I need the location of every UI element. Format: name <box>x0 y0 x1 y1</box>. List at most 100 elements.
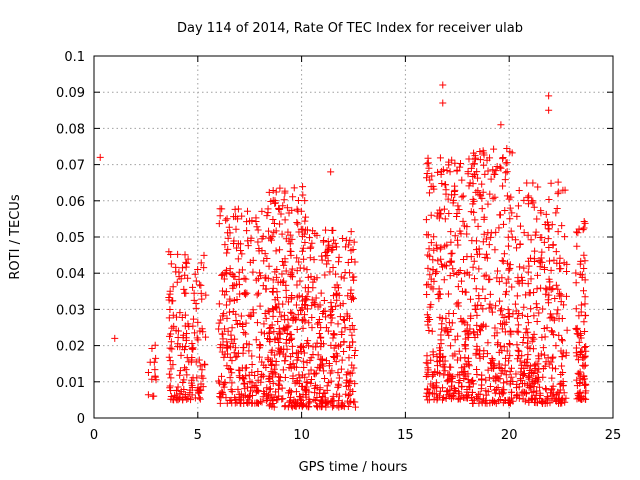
data-point <box>217 316 225 324</box>
data-point <box>222 301 230 309</box>
data-point <box>545 225 553 233</box>
data-point <box>573 376 581 384</box>
data-point <box>248 368 256 376</box>
data-point <box>521 359 529 367</box>
data-point <box>199 328 207 336</box>
data-point <box>165 353 173 361</box>
data-point <box>437 210 445 218</box>
data-point <box>491 193 499 201</box>
data-point <box>477 385 485 393</box>
data-point <box>516 263 524 271</box>
data-point <box>437 243 445 251</box>
data-point <box>329 392 337 400</box>
data-point <box>518 276 526 284</box>
data-point <box>451 336 459 344</box>
data-point <box>293 377 301 385</box>
data-point <box>350 295 358 303</box>
data-point <box>508 364 516 372</box>
data-point <box>185 358 193 366</box>
data-point <box>334 383 342 391</box>
data-point <box>169 361 177 369</box>
data-point <box>225 364 233 372</box>
data-point <box>481 170 489 178</box>
data-point <box>545 106 553 114</box>
data-point <box>265 227 273 235</box>
data-point <box>197 289 205 297</box>
data-point <box>574 390 582 398</box>
data-point <box>223 399 231 407</box>
data-point <box>493 274 501 282</box>
data-point <box>429 266 437 274</box>
data-point <box>549 382 557 390</box>
data-point <box>228 324 236 332</box>
data-point <box>516 241 524 249</box>
data-point <box>235 366 243 374</box>
data-point <box>555 389 563 397</box>
data-point <box>268 233 276 241</box>
data-point <box>551 295 559 303</box>
data-point <box>430 233 438 241</box>
data-point <box>277 313 285 321</box>
data-point <box>287 364 295 372</box>
data-point <box>318 402 326 410</box>
data-point <box>579 376 587 384</box>
data-point <box>429 256 437 264</box>
data-point <box>473 168 481 176</box>
data-point <box>461 270 469 278</box>
data-point <box>299 324 307 332</box>
data-point <box>271 268 279 276</box>
data-point <box>557 291 565 299</box>
data-point <box>447 382 455 390</box>
data-points <box>96 81 590 411</box>
data-point <box>520 264 528 272</box>
data-point <box>320 367 328 375</box>
data-point <box>256 269 264 277</box>
data-point <box>425 164 433 172</box>
data-point <box>506 204 514 212</box>
data-point <box>459 255 467 263</box>
y-axis-label: ROTI / TECUs <box>8 194 23 279</box>
data-point <box>486 190 494 198</box>
data-point <box>275 206 283 214</box>
data-point <box>466 179 474 187</box>
y-tick-label: 0.04 <box>56 267 85 282</box>
data-point <box>267 360 275 368</box>
data-point <box>505 309 513 317</box>
data-point <box>465 362 473 370</box>
data-point <box>427 239 435 247</box>
data-point <box>478 205 486 213</box>
data-point <box>423 281 431 289</box>
data-point <box>319 309 327 317</box>
data-point <box>502 354 510 362</box>
data-point <box>426 176 434 184</box>
data-point <box>517 364 525 372</box>
data-point <box>296 277 304 285</box>
data-point <box>489 396 497 404</box>
data-point <box>545 291 553 299</box>
data-point <box>248 384 256 392</box>
data-point <box>438 320 446 328</box>
data-point <box>346 369 354 377</box>
data-point <box>430 277 438 285</box>
data-point <box>285 322 293 330</box>
data-point <box>299 244 307 252</box>
data-point <box>575 370 583 378</box>
data-point <box>546 399 554 407</box>
data-point <box>334 380 342 388</box>
data-point <box>167 338 175 346</box>
data-point <box>425 396 433 404</box>
data-point <box>294 220 302 228</box>
data-point <box>172 327 180 335</box>
data-point <box>581 257 589 265</box>
data-point <box>305 319 313 327</box>
data-point <box>243 340 251 348</box>
data-point <box>548 392 556 400</box>
data-point <box>455 347 463 355</box>
data-point <box>188 376 196 384</box>
data-point <box>474 222 482 230</box>
data-point <box>269 373 277 381</box>
data-point <box>555 290 563 298</box>
data-point <box>266 400 274 408</box>
data-point <box>196 362 204 370</box>
